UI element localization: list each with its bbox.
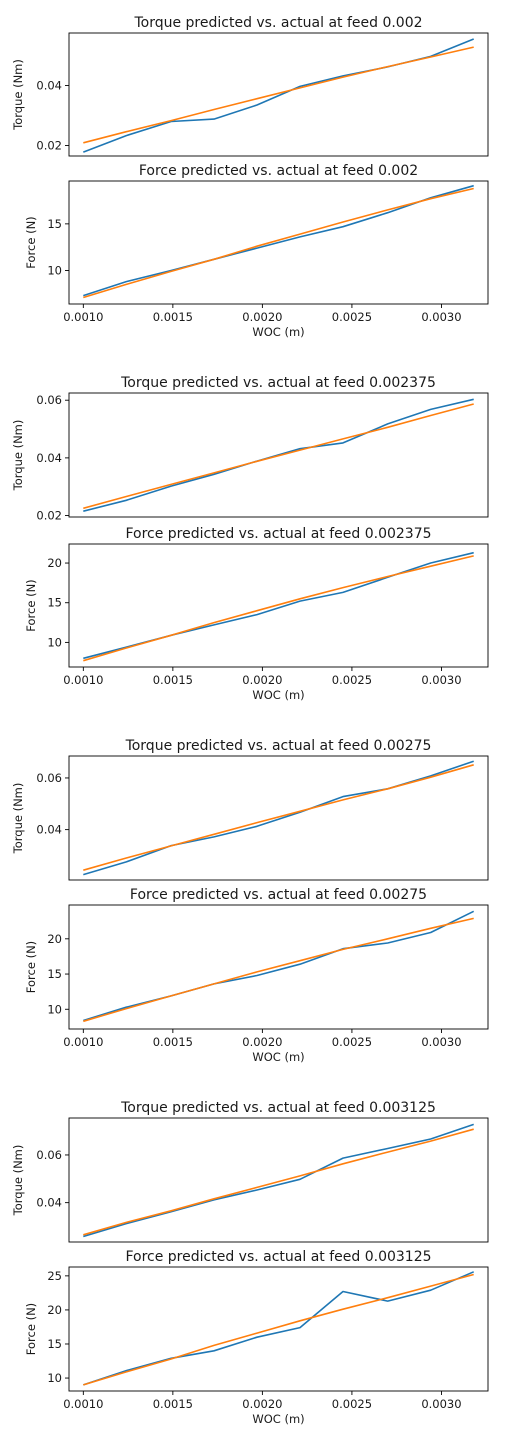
plot-8: Force predicted vs. actual at feed 0.003… <box>24 1249 489 1426</box>
series-line-predicted <box>83 1128 474 1236</box>
y-tick-label: 0.04 <box>36 451 62 465</box>
plot-title: Torque predicted vs. actual at feed 0.00… <box>133 15 422 31</box>
x-axis-label: WOC (m) <box>252 1050 304 1064</box>
plot-title: Force predicted vs. actual at feed 0.002… <box>125 526 431 542</box>
y-tick-label: 0.06 <box>36 393 62 407</box>
plot-title: Torque predicted vs. actual at feed 0.00… <box>125 738 432 754</box>
y-tick-label: 10 <box>47 1002 62 1016</box>
x-tick-label: 0.0025 <box>332 1397 372 1411</box>
series-line-actual <box>83 1271 475 1386</box>
x-tick-label: 0.0025 <box>332 1035 372 1049</box>
x-tick-label: 0.0015 <box>153 673 193 687</box>
y-tick-label: 0.04 <box>36 79 62 93</box>
y-axis-label: Torque (Nm) <box>11 59 25 131</box>
series-line-actual <box>83 184 474 297</box>
x-axis-label: WOC (m) <box>252 688 304 702</box>
y-tick-label: 15 <box>47 1337 62 1351</box>
x-tick-label: 0.0010 <box>63 1397 103 1411</box>
plot-5: Torque predicted vs. actual at feed 0.00… <box>11 738 489 881</box>
y-tick-label: 0.02 <box>36 509 62 523</box>
plot-title: Torque predicted vs. actual at feed 0.00… <box>120 375 436 391</box>
y-tick-label: 15 <box>47 217 62 231</box>
y-tick-label: 0.06 <box>36 771 62 785</box>
series-line-predicted <box>83 917 474 1023</box>
plot-title: Force predicted vs. actual at feed 0.002 <box>139 163 418 179</box>
x-tick-label: 0.0015 <box>153 1035 193 1049</box>
y-axis-label: Force (N) <box>24 1303 38 1355</box>
y-tick-label: 0.02 <box>36 139 62 153</box>
x-tick-label: 0.0010 <box>63 1035 103 1049</box>
series-line-predicted <box>83 764 474 871</box>
x-tick-label: 0.0020 <box>242 1035 282 1049</box>
y-axis-label: Torque (Nm) <box>11 1145 25 1217</box>
y-tick-label: 0.06 <box>36 1148 62 1162</box>
x-tick-label: 0.0015 <box>153 1397 193 1411</box>
y-tick-label: 20 <box>47 556 62 570</box>
x-tick-label: 0.0010 <box>63 310 103 324</box>
axes-frame <box>68 180 489 305</box>
y-tick-label: 15 <box>47 967 62 981</box>
y-tick-label: 10 <box>47 1371 62 1385</box>
series-line-predicted <box>83 1273 474 1386</box>
y-tick-label: 25 <box>47 1269 62 1283</box>
plot-7: Torque predicted vs. actual at feed 0.00… <box>11 1100 489 1243</box>
series-line-actual <box>83 760 474 876</box>
x-tick-label: 0.0010 <box>63 673 103 687</box>
x-tick-label: 0.0015 <box>153 310 193 324</box>
axes-frame <box>68 904 489 1030</box>
axes-frame <box>68 32 489 157</box>
y-axis-label: Force (N) <box>24 216 38 268</box>
y-axis-label: Torque (Nm) <box>11 783 25 855</box>
series-line-predicted <box>83 46 474 144</box>
y-axis-label: Force (N) <box>24 941 38 993</box>
x-tick-label: 0.0020 <box>242 1397 282 1411</box>
x-tick-label: 0.0020 <box>242 673 282 687</box>
axes-frame <box>68 1266 489 1392</box>
y-tick-label: 0.04 <box>36 1196 62 1210</box>
axes-frame <box>68 1117 489 1243</box>
y-tick-label: 20 <box>47 1303 62 1317</box>
axes-frame <box>68 755 489 881</box>
axes-frame <box>68 392 489 518</box>
axes-frame <box>68 543 489 668</box>
y-axis-label: Force (N) <box>24 579 38 631</box>
x-tick-label: 0.0030 <box>421 1035 461 1049</box>
y-tick-label: 20 <box>47 932 62 946</box>
x-axis-label: WOC (m) <box>252 325 304 339</box>
x-tick-label: 0.0030 <box>421 673 461 687</box>
x-tick-label: 0.0020 <box>242 310 282 324</box>
plot-title: Force predicted vs. actual at feed 0.002… <box>130 887 427 903</box>
plot-title: Force predicted vs. actual at feed 0.003… <box>125 1249 431 1265</box>
y-axis-label: Torque (Nm) <box>11 420 25 492</box>
plot-6: Force predicted vs. actual at feed 0.002… <box>24 887 489 1064</box>
series-line-predicted <box>83 403 474 510</box>
plot-4: Force predicted vs. actual at feed 0.002… <box>24 526 489 702</box>
x-tick-label: 0.0030 <box>421 1397 461 1411</box>
series-line-actual <box>83 38 475 153</box>
series-line-predicted <box>83 187 474 299</box>
plot-2: Force predicted vs. actual at feed 0.002… <box>24 163 489 339</box>
y-tick-label: 10 <box>47 263 62 277</box>
series-line-actual <box>83 1123 474 1238</box>
plot-title: Torque predicted vs. actual at feed 0.00… <box>120 1100 436 1116</box>
x-tick-label: 0.0025 <box>332 310 372 324</box>
x-tick-label: 0.0025 <box>332 673 372 687</box>
x-axis-label: WOC (m) <box>252 1412 304 1426</box>
series-line-predicted <box>83 555 474 662</box>
plot-1: Torque predicted vs. actual at feed 0.00… <box>11 15 489 157</box>
x-tick-label: 0.0030 <box>421 310 461 324</box>
plot-3: Torque predicted vs. actual at feed 0.00… <box>11 375 489 523</box>
y-tick-label: 10 <box>47 635 62 649</box>
y-tick-label: 15 <box>47 596 62 610</box>
y-tick-label: 0.04 <box>36 823 62 837</box>
